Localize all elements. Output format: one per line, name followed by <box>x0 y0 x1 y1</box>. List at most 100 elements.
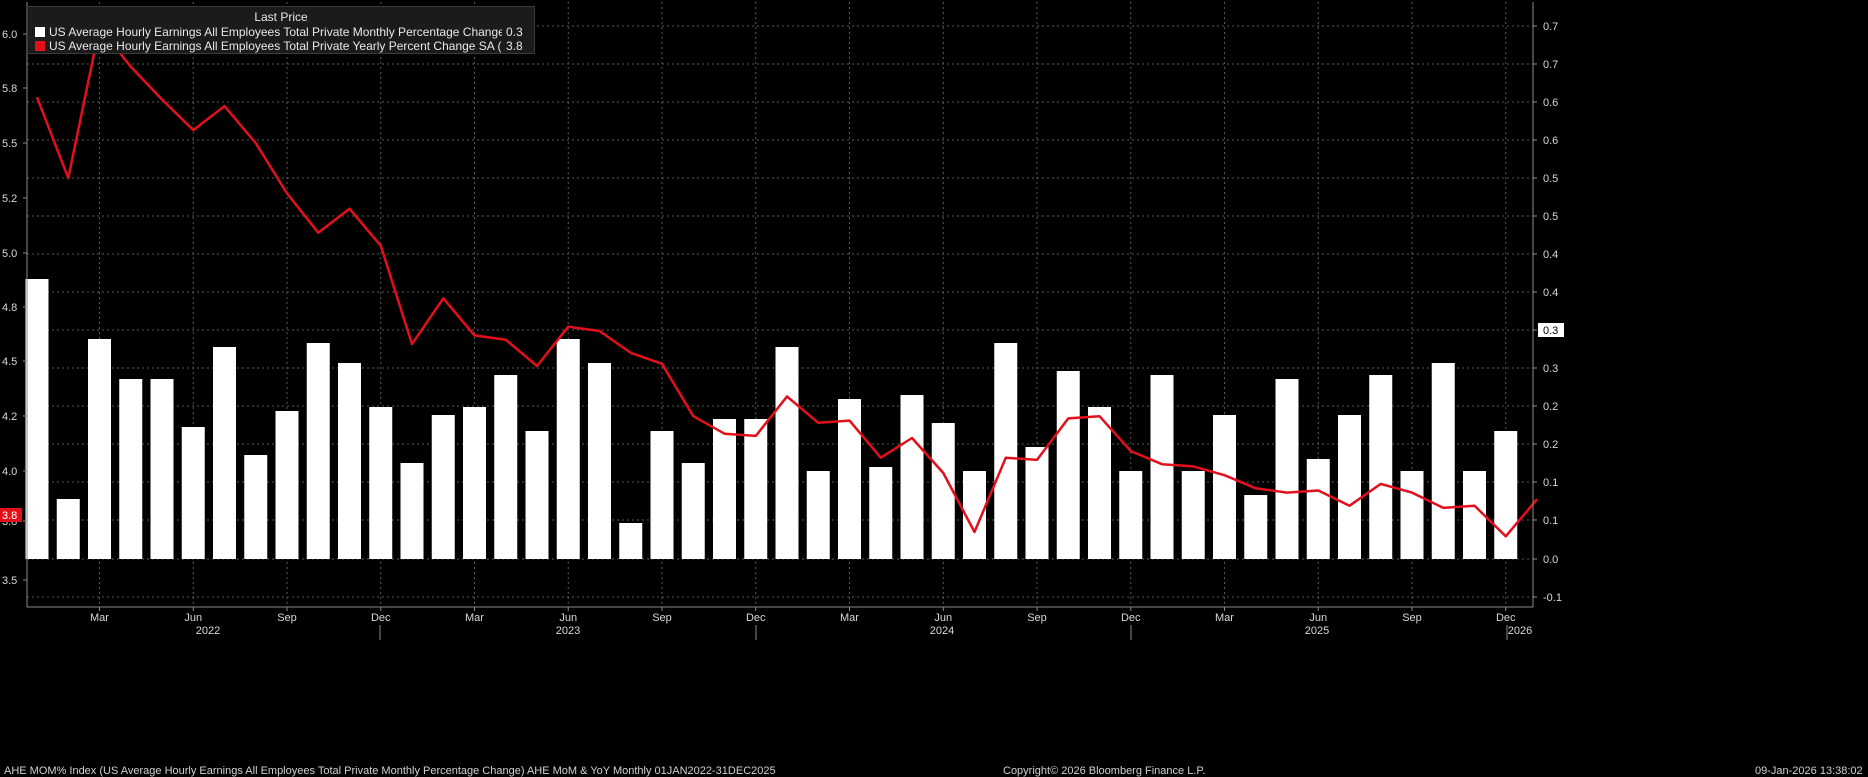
x-axis-tick-label: Sep <box>652 612 672 624</box>
legend-item-value: 0.3 <box>506 25 523 39</box>
bar <box>681 463 705 559</box>
footer-copyright: Copyright© 2026 Bloomberg Finance L.P. <box>1003 765 1206 777</box>
bar <box>1306 459 1330 559</box>
line-series-yearly-change <box>35 26 1538 538</box>
right-axis-tick-label: 0.7 <box>1543 59 1558 71</box>
bar <box>338 363 361 559</box>
bar <box>838 399 861 559</box>
last-value-label-right-bg <box>1538 323 1564 337</box>
legend-item-value: 3.8 <box>506 39 523 53</box>
x-axis-tick-label: Jun <box>934 612 952 624</box>
x-axis-tick-label: Mar <box>465 612 484 624</box>
x-axis-year-label: 2023 <box>556 625 580 637</box>
x-axis-tick-label: Dec <box>746 612 766 624</box>
right-axis-tick-label: 0.6 <box>1543 135 1558 147</box>
bar <box>1244 495 1268 559</box>
bar <box>213 347 236 559</box>
right-axis-tick-label: 0.4 <box>1543 287 1558 299</box>
bar <box>931 423 955 559</box>
bar <box>806 471 830 559</box>
bar <box>306 343 330 559</box>
right-axis-tick-label: 0.6 <box>1543 97 1558 109</box>
right-axis-tick-label: 0.0 <box>1543 554 1558 566</box>
left-axis-tick-label: 5.8 <box>2 83 17 95</box>
x-axis-tick-label: Sep <box>1402 612 1422 624</box>
x-axis-tick-label: Jun <box>1309 612 1327 624</box>
bar <box>88 339 111 559</box>
bar <box>275 411 299 559</box>
bar <box>744 419 768 559</box>
x-axis-tick-label: Dec <box>371 612 391 624</box>
bar <box>1463 471 1486 559</box>
bar <box>431 415 455 559</box>
right-axis-tick-label: 0.7 <box>1543 21 1558 33</box>
bar <box>463 407 486 559</box>
legend-item-yearly-change: US Average Hourly Earnings All Employees… <box>28 39 534 53</box>
legend-item-label: US Average Hourly Earnings All Employees… <box>49 39 502 53</box>
x-axis-tick-label: Mar <box>1215 612 1234 624</box>
chart-legend: Last Price US Average Hourly Earnings Al… <box>27 6 535 54</box>
right-axis-tick-label: 0.3 <box>1543 363 1558 375</box>
x-axis-tick-label: Sep <box>277 612 297 624</box>
bar <box>525 431 549 559</box>
bar <box>1400 471 1424 559</box>
legend-swatch-white <box>35 27 45 37</box>
bar <box>1056 371 1080 559</box>
x-axis-year-label: 2025 <box>1305 625 1329 637</box>
right-axis-tick-label: 0.4 <box>1543 249 1558 261</box>
bar <box>963 471 986 559</box>
bar <box>181 427 205 559</box>
x-axis-tick-label: Mar <box>840 612 859 624</box>
bar-series-monthly-change <box>25 279 1518 559</box>
bar <box>1338 415 1361 559</box>
bar <box>588 363 611 559</box>
bar <box>900 395 924 559</box>
bar <box>369 407 393 559</box>
bar <box>244 455 268 559</box>
bar <box>556 339 580 559</box>
left-axis-tick-label: 3.5 <box>2 575 17 587</box>
legend-title: Last Price <box>254 10 308 24</box>
x-axis-year-label: 2022 <box>196 625 220 637</box>
legend-swatch-red <box>35 41 45 51</box>
bar <box>775 347 799 559</box>
bar <box>994 343 1018 559</box>
legend-item-label: US Average Hourly Earnings All Employees… <box>49 25 502 39</box>
legend-item-monthly-change: US Average Hourly Earnings All Employees… <box>28 25 534 39</box>
left-axis-tick-label: 5.5 <box>2 138 17 150</box>
right-axis-tick-label: 0.5 <box>1543 211 1558 223</box>
footer-description: AHE MOM% Index (US Average Hourly Earnin… <box>4 765 776 777</box>
left-axis-tick-label: 5.2 <box>2 193 17 205</box>
right-axis-tick-label: 0.1 <box>1543 477 1558 489</box>
chart-axes: -0.1 0.0 0.1 0.1 0.2 0.2 0.3 0.3 0.4 0.4 0.5 0.5 0.6… <box>0 2 1564 640</box>
bar <box>494 375 518 559</box>
left-axis-tick-label: 4.2 <box>2 411 17 423</box>
bar <box>150 379 174 559</box>
left-axis-tick-label: 4.8 <box>2 302 17 314</box>
bar <box>25 279 49 559</box>
bar <box>619 523 643 559</box>
footer-timestamp: 09-Jan-2026 13:38:02 <box>1755 765 1863 777</box>
x-axis-tick-label: Jun <box>559 612 577 624</box>
bar <box>1119 471 1143 559</box>
bar <box>713 419 736 559</box>
last-value-label-left: 3.8 <box>2 510 17 522</box>
left-axis-tick-label: 4.0 <box>2 466 17 478</box>
last-value-label-right: 0.3 <box>1543 325 1558 337</box>
bar <box>650 431 674 559</box>
bar <box>1369 375 1393 559</box>
bar <box>1494 431 1518 559</box>
bar <box>1181 471 1205 559</box>
right-axis-tick-label: -0.1 <box>1543 592 1562 604</box>
x-axis-tick-label: Jun <box>184 612 202 624</box>
left-axis-tick-label: 6.0 <box>2 29 17 41</box>
x-axis-tick-label: Dec <box>1121 612 1141 624</box>
bar <box>1150 375 1174 559</box>
bar <box>1431 363 1455 559</box>
x-axis-tick-label: Mar <box>90 612 109 624</box>
right-axis-tick-label: 0.2 <box>1543 401 1558 413</box>
bar <box>400 463 424 559</box>
bar <box>56 499 80 559</box>
